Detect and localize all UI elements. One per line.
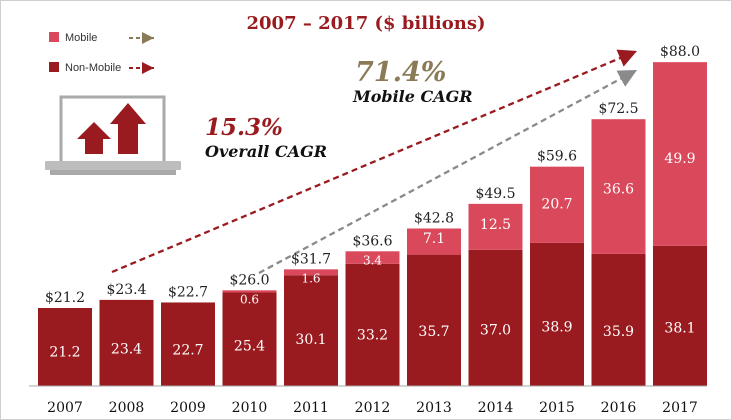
- bar-label-mobile-2013: 7.1: [423, 231, 445, 247]
- annotations: 71.4% Mobile CAGR 15.3% Overall CAGR: [205, 57, 473, 161]
- bar-mobile-2012: [345, 251, 400, 264]
- legend-label-non-mobile: Non-Mobile: [65, 62, 121, 74]
- bar-total-label-2007: $21.2: [45, 290, 85, 306]
- bar-group-2017: 38.1 49.9 $88.0: [653, 44, 707, 386]
- bar-label-non-mobile-2014: 37.0: [480, 322, 511, 338]
- bar-label-mobile-2010: 0.6: [240, 292, 259, 306]
- bar-mobile-2014: [468, 203, 523, 250]
- bar-label-non-mobile-2011: 30.1: [295, 332, 326, 348]
- bar-mobile-2015: [530, 166, 584, 243]
- chart-title: 2007 – 2017 ($ billions): [247, 13, 486, 34]
- bar-total-label-2016: $72.5: [598, 101, 638, 117]
- bar-non-mobile-2012: [345, 263, 400, 386]
- bar-total-label-2008: $23.4: [106, 282, 146, 298]
- bar-non-mobile-2016: [591, 253, 646, 386]
- bar-non-mobile-2015: [530, 242, 584, 386]
- x-axis-labels: 2007 2008 2009 2010 2011 2012 2013 2014 2015 2016…: [47, 400, 698, 416]
- bar-total-label-2009: $22.7: [168, 284, 208, 300]
- bar-total-label-2015: $59.6: [537, 149, 577, 165]
- x-tick-label-2011: 2011: [293, 400, 329, 416]
- bar-total-label-2017: $88.0: [660, 44, 700, 60]
- bar-label-non-mobile-2007: 21.2: [49, 344, 80, 360]
- bar-group-2011: 30.1 1.6 $31.7: [284, 251, 338, 386]
- trend-lines: [111, 49, 638, 275]
- bar-total-label-2013: $42.8: [414, 210, 454, 226]
- bar-non-mobile-2008: [99, 299, 154, 386]
- x-tick-label-2007: 2007: [47, 400, 83, 416]
- bar-group-2016: 35.9 36.6 $72.5: [591, 101, 646, 386]
- bar-total-label-2012: $36.6: [352, 233, 392, 249]
- legend-swatch-non-mobile: [49, 62, 59, 72]
- bar-label-non-mobile-2010: 25.4: [234, 338, 265, 354]
- bar-group-2013: 35.7 7.1 $42.8: [407, 210, 461, 386]
- x-tick-label-2009: 2009: [170, 400, 206, 416]
- bar-group-2010: 25.4 0.6 $26.0: [222, 272, 277, 386]
- bar-label-mobile-2015: 20.7: [541, 197, 572, 213]
- bar-label-non-mobile-2015: 38.9: [541, 320, 572, 336]
- bar-non-mobile-2014: [468, 249, 523, 386]
- x-tick-label-2010: 2010: [232, 400, 268, 416]
- bar-group-2012: 33.2 3.4 $36.6: [345, 233, 400, 386]
- bar-label-mobile-2014: 12.5: [480, 217, 511, 233]
- mobile-trend-arrow: [258, 68, 638, 275]
- bar-group-2014: 37.0 12.5 $49.5: [468, 186, 523, 386]
- bar-label-mobile-2016: 36.6: [603, 181, 634, 197]
- bar-non-mobile-2007: [38, 307, 92, 386]
- bar-mobile-2017: [653, 62, 707, 246]
- bars: 21.2 $21.2 23.4 $23.4 22.7 $22.7 25.4 0.6 $26.0 3…: [38, 44, 707, 386]
- bar-non-mobile-2017: [653, 245, 707, 386]
- bar-non-mobile-2011: [284, 275, 338, 386]
- bar-label-mobile-2017: 49.9: [664, 151, 695, 167]
- bar-total-label-2011: $31.7: [291, 251, 331, 267]
- bar-total-label-2010: $26.0: [229, 272, 269, 288]
- bar-label-non-mobile-2016: 35.9: [603, 324, 634, 340]
- bar-group-2009: 22.7 $22.7: [161, 284, 215, 386]
- bar-label-non-mobile-2008: 23.4: [111, 341, 142, 357]
- bar-mobile-2013: [407, 228, 461, 255]
- laptop-growth-icon: [45, 95, 181, 175]
- x-tick-label-2008: 2008: [109, 400, 145, 416]
- mobile-cagr-label: Mobile CAGR: [352, 87, 473, 106]
- bar-group-2015: 38.9 20.7 $59.6: [530, 149, 584, 386]
- legend-swatch-mobile: [49, 32, 59, 42]
- x-tick-label-2014: 2014: [478, 400, 514, 416]
- overall-cagr-value: 15.3%: [205, 114, 283, 141]
- bar-label-mobile-2011: 1.6: [301, 271, 320, 285]
- bar-group-2008: 23.4 $23.4: [99, 282, 154, 386]
- bar-label-non-mobile-2009: 22.7: [172, 342, 203, 358]
- bar-label-mobile-2012: 3.4: [363, 253, 382, 267]
- x-tick-label-2016: 2016: [601, 400, 637, 416]
- bar-label-non-mobile-2017: 38.1: [664, 321, 695, 337]
- x-tick-label-2017: 2017: [662, 400, 698, 416]
- overall-trend-arrow: [111, 49, 638, 274]
- bar-mobile-2011: [284, 269, 338, 276]
- legend-label-mobile: Mobile: [65, 32, 97, 44]
- bar-group-2007: 21.2 $21.2: [38, 290, 92, 386]
- bar-non-mobile-2010: [222, 292, 277, 386]
- bar-mobile-2016: [591, 119, 646, 254]
- bar-total-label-2014: $49.5: [475, 186, 515, 202]
- x-tick-label-2015: 2015: [539, 400, 575, 416]
- bar-label-non-mobile-2013: 35.7: [418, 324, 449, 340]
- mobile-cagr-value: 71.4%: [355, 57, 446, 88]
- bar-label-non-mobile-2012: 33.2: [357, 328, 388, 344]
- x-tick-label-2013: 2013: [416, 400, 452, 416]
- bar-mobile-2010: [222, 290, 277, 293]
- legend: Mobile Non-Mobile: [49, 32, 154, 74]
- x-tick-label-2012: 2012: [355, 400, 391, 416]
- bar-non-mobile-2013: [407, 254, 461, 386]
- overall-cagr-label: Overall CAGR: [205, 142, 327, 161]
- bar-non-mobile-2009: [161, 302, 215, 386]
